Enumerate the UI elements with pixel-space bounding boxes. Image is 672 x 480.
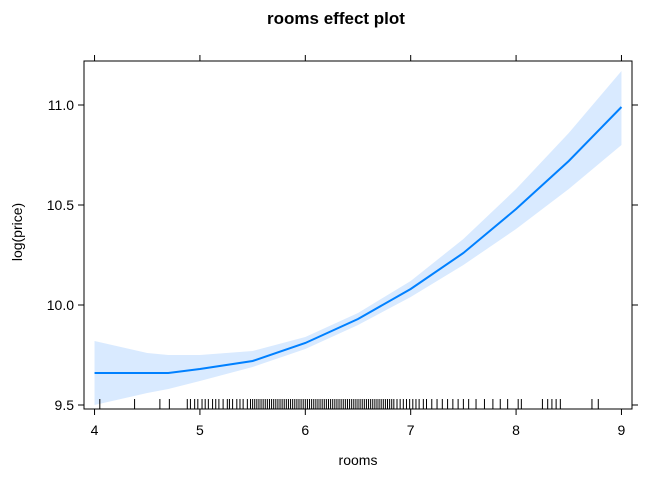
chart-title: rooms effect plot bbox=[267, 9, 405, 28]
y-tick-label: 10.5 bbox=[47, 197, 74, 213]
x-axis-label: rooms bbox=[339, 452, 378, 468]
x-tick-label: 6 bbox=[301, 422, 309, 438]
plot-frame bbox=[83, 60, 633, 410]
y-tick-label: 11.0 bbox=[48, 97, 74, 113]
y-axis-label: log(price) bbox=[9, 203, 25, 261]
y-tick-label: 10.0 bbox=[47, 297, 74, 313]
x-tick-label: 9 bbox=[618, 422, 626, 438]
x-tick-label: 8 bbox=[512, 422, 520, 438]
plot-area: 4 5 6 7 8 9 9.5 10.0 10.5 11.0 bbox=[47, 55, 638, 438]
x-tick-label: 5 bbox=[196, 422, 204, 438]
x-tick-label: 7 bbox=[407, 422, 415, 438]
y-tick-label: 9.5 bbox=[55, 397, 75, 413]
fitted-line bbox=[94, 106, 623, 374]
confidence-band bbox=[94, 71, 622, 405]
x-tick-label: 4 bbox=[91, 422, 99, 438]
